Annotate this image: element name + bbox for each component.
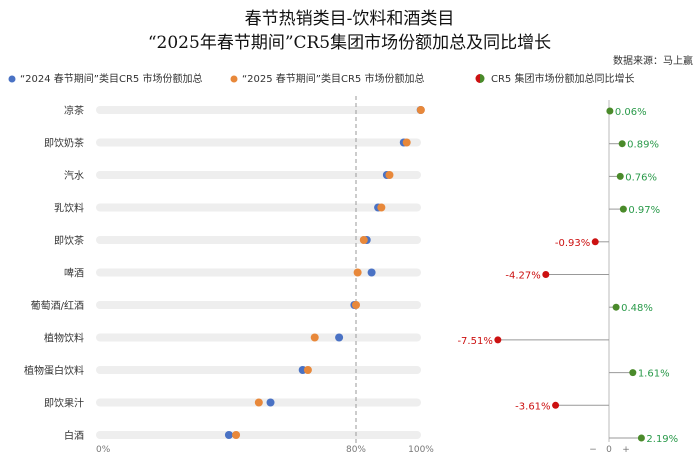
track-bar xyxy=(96,301,421,309)
growth-point xyxy=(629,369,637,377)
chart-title-line1: 春节热销类目-饮料和酒类目 xyxy=(244,9,455,29)
legend-label-growth: CR5 集团市场份额加总同比增长 xyxy=(491,72,634,85)
category-label: 乳饮料 xyxy=(54,202,84,215)
category-label: 即饮奶茶 xyxy=(44,137,84,150)
growth-label: 0.97% xyxy=(628,205,660,216)
growth-label: 0.48% xyxy=(621,303,653,314)
growth-point xyxy=(616,172,624,180)
growth-lollipop: 0.06% 0.89% 0.76% 0.97% -0.93% -4.27% 0.48% -7.… xyxy=(457,100,678,455)
growth-label: -3.61% xyxy=(515,401,550,412)
growth-point xyxy=(612,303,620,311)
point-2024 xyxy=(367,268,376,277)
x-tick-label: 80% xyxy=(346,445,366,455)
point-2025 xyxy=(359,236,368,244)
category-label: 葡萄酒/红酒 xyxy=(31,299,84,312)
point-2025 xyxy=(303,366,312,374)
growth-point xyxy=(618,140,626,148)
growth-point xyxy=(637,434,645,442)
legend: “2024 春节期间”类目CR5 市场份额加总 “2025 春节期间”类目CR5… xyxy=(8,72,634,85)
legend-marker-2024 xyxy=(8,75,16,83)
growth-label: 1.61% xyxy=(638,369,670,380)
category-label: 植物饮料 xyxy=(44,332,84,345)
legend-marker-growth xyxy=(475,74,485,83)
track-bar xyxy=(96,171,421,179)
category-label: 植物蛋白饮料 xyxy=(24,364,84,377)
growth-point xyxy=(552,401,560,409)
growth-label: 0.76% xyxy=(625,172,657,183)
category-label: 即饮茶 xyxy=(54,234,84,247)
point-2025 xyxy=(352,301,360,309)
x-tick-label: 100% xyxy=(408,445,434,455)
track-bar xyxy=(96,431,421,439)
track-bar xyxy=(96,203,421,212)
track-bar xyxy=(96,236,421,244)
growth-label: -0.93% xyxy=(555,238,590,249)
growth-point xyxy=(606,107,614,115)
point-2024 xyxy=(266,398,275,407)
axis-negative-sign: − xyxy=(589,445,597,455)
axis-positive-sign: + xyxy=(622,445,630,455)
point-2024 xyxy=(335,333,344,342)
track-bar xyxy=(96,106,421,114)
growth-point xyxy=(591,238,599,246)
growth-label: 0.06% xyxy=(615,107,647,118)
track-bar xyxy=(96,268,421,277)
category-label: 汽水 xyxy=(64,169,84,182)
point-2025 xyxy=(402,138,411,147)
growth-point xyxy=(542,271,550,278)
category-label: 凉茶 xyxy=(64,104,84,117)
point-2025 xyxy=(310,333,319,342)
growth-label: 0.89% xyxy=(627,140,659,151)
chart-title-line2: “2025年春节期间”CR5集团市场份额加总及同比增长 xyxy=(147,33,552,53)
legend-label-2025: “2025 春节期间”类目CR5 市场份额加总 xyxy=(242,72,424,85)
growth-label: 2.19% xyxy=(646,434,678,445)
x-tick-label: 0% xyxy=(96,445,111,455)
axis-zero-label: 0 xyxy=(606,445,612,455)
point-2025 xyxy=(385,171,394,179)
legend-label-2024: “2024 春节期间”类目CR5 市场份额加总 xyxy=(20,72,202,85)
track-bar xyxy=(96,138,421,147)
growth-point xyxy=(494,336,502,344)
legend-marker-2025 xyxy=(230,75,238,83)
point-2025 xyxy=(353,268,362,277)
growth-label: -7.51% xyxy=(457,336,492,347)
category-label: 白酒 xyxy=(64,429,84,442)
category-label: 即饮果汁 xyxy=(44,397,84,410)
growth-point xyxy=(619,205,627,213)
point-2025 xyxy=(232,431,241,439)
point-2024 xyxy=(224,431,233,439)
point-2025 xyxy=(416,106,425,114)
growth-label: -4.27% xyxy=(505,271,540,282)
category-label: 啤酒 xyxy=(64,268,84,280)
point-2025 xyxy=(377,203,386,212)
track-bar xyxy=(96,333,421,342)
data-source: 数据来源：马上赢 xyxy=(613,56,693,67)
point-2025 xyxy=(254,398,263,407)
track-bar xyxy=(96,366,421,374)
